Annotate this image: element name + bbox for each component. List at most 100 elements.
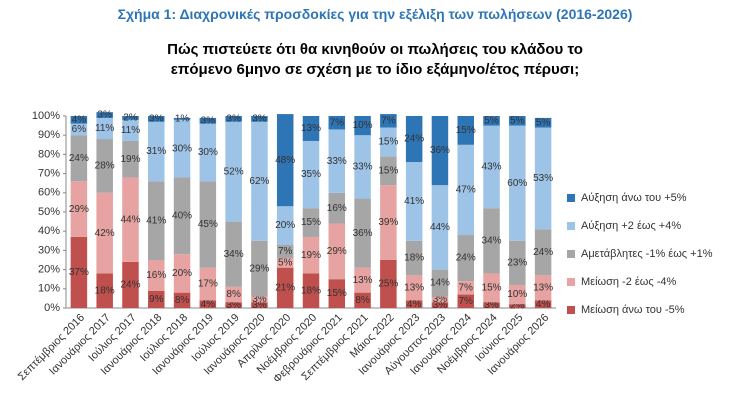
bar-segment [509, 304, 526, 308]
bar-segment [302, 116, 320, 141]
bar-segment [173, 254, 191, 293]
bar-segment [302, 236, 320, 274]
bar-segment [380, 260, 397, 308]
data-label: 20% [275, 220, 295, 231]
data-label: 40% [172, 210, 192, 221]
data-label: 10% [353, 120, 373, 131]
data-label: 3% [252, 114, 267, 125]
bar-segment [302, 273, 320, 308]
legend-swatch [567, 222, 575, 230]
data-label: 11% [121, 125, 140, 136]
bar-segment [534, 300, 552, 308]
data-label: 29% [69, 204, 89, 215]
bar-segment [380, 156, 397, 186]
data-label: 33% [353, 162, 373, 173]
data-label: 8% [175, 295, 190, 306]
data-label: 62% [249, 176, 269, 187]
data-label: 18% [95, 285, 115, 296]
legend-swatch [567, 306, 575, 314]
data-label: 47% [456, 185, 476, 196]
data-label: 10% [507, 289, 527, 300]
data-label: 8% [226, 289, 241, 300]
data-label: 3% [252, 300, 267, 311]
data-label: 15% [327, 288, 347, 299]
bar-segment [534, 117, 552, 128]
y-tick-label: 10% [38, 283, 60, 295]
y-tick-label: 50% [38, 206, 60, 218]
data-label: 11% [95, 123, 114, 134]
bar-segment [405, 240, 423, 276]
bar-segment [96, 139, 113, 193]
bar-segment [199, 300, 217, 308]
bar-segment [457, 116, 474, 145]
bar-segment [534, 127, 552, 230]
bar-segment [251, 296, 268, 303]
legend-label: Αμετάβλητες -1% έως +1% [581, 248, 713, 260]
data-label: 34% [224, 249, 244, 260]
bar-segment [199, 117, 217, 124]
data-label: 2% [510, 301, 525, 312]
data-label: 5% [536, 117, 551, 128]
data-label: 43% [482, 162, 502, 173]
bar-segment [251, 240, 268, 297]
data-label: 15% [456, 125, 476, 136]
data-label: 17% [198, 279, 218, 290]
bar-segment [302, 140, 320, 209]
bar-segment [328, 279, 346, 308]
bar-segment [431, 302, 449, 308]
data-label: 13% [533, 282, 553, 293]
bar-segment [328, 116, 346, 130]
data-label: 5% [278, 258, 293, 269]
data-label: 8% [355, 295, 370, 306]
data-label: 24% [69, 153, 89, 164]
bar-segment [251, 302, 268, 308]
data-label: 3% [226, 300, 241, 311]
bar-segment [405, 275, 423, 301]
bar-segment [70, 181, 88, 237]
bar-segment [483, 208, 500, 274]
data-label: 30% [198, 147, 218, 158]
data-label: 3% [252, 294, 267, 305]
bar-segment [405, 116, 423, 163]
data-label: 48% [275, 155, 295, 166]
bar-segment [457, 144, 474, 236]
data-label: 20% [172, 268, 192, 279]
legend-label: Μείωση -2 έως -4% [581, 276, 677, 288]
bar-segment [276, 206, 294, 245]
bar-segment [534, 275, 552, 301]
legend-swatch [567, 194, 575, 202]
data-label: 4% [407, 299, 422, 310]
bar-segment [251, 121, 268, 241]
data-label: 18% [404, 253, 424, 264]
data-label: 7% [459, 282, 474, 293]
bar-segment [173, 119, 191, 178]
data-label: 13% [353, 275, 373, 286]
data-label: 15% [482, 282, 502, 293]
bar-segment [328, 223, 346, 280]
bar-segment [328, 192, 346, 224]
data-label: 24% [120, 280, 140, 291]
data-label: 33% [327, 156, 347, 167]
data-label: 13% [301, 123, 321, 134]
y-tick-label: 80% [38, 148, 60, 160]
bar-segment [354, 198, 371, 268]
bar-segment [225, 121, 242, 222]
legend-label: Αύξηση +2 έως +4% [581, 220, 681, 232]
bar-segment [354, 116, 371, 136]
y-tick-label: 40% [38, 225, 60, 237]
bar-segment [70, 116, 88, 124]
bar-segment [509, 125, 526, 241]
bar-segment [148, 116, 165, 122]
data-label: 4% [201, 299, 216, 310]
bar-segment [380, 114, 397, 128]
bar-segment [276, 244, 294, 259]
bar-segment [225, 302, 242, 308]
data-label: 25% [378, 279, 398, 290]
bar-segment [199, 123, 217, 182]
data-label: 31% [146, 146, 166, 157]
data-label: 37% [69, 267, 89, 278]
bar-segment [96, 117, 113, 140]
bar-segment [380, 185, 397, 260]
